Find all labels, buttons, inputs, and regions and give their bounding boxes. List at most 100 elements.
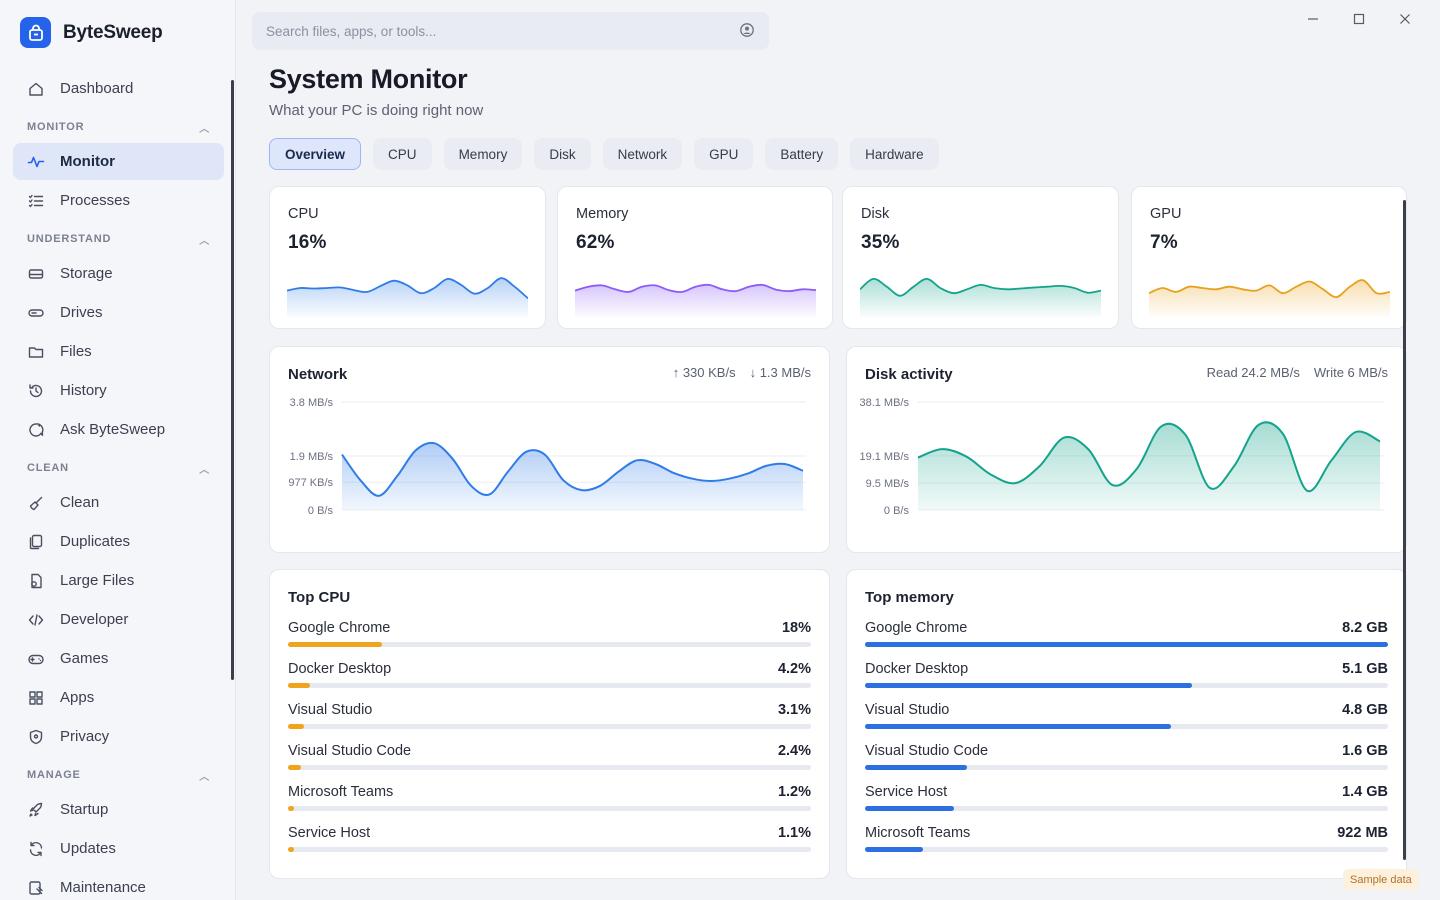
gpu-sparkline: [1149, 279, 1390, 317]
sidebar-item-label: Apps: [60, 689, 95, 706]
sidebar-item-history[interactable]: History: [13, 372, 224, 409]
process-name: Google Chrome: [288, 620, 391, 636]
nav-section-manage[interactable]: MANAGE ︿: [13, 759, 224, 791]
disk-card[interactable]: Disk 35%: [842, 186, 1119, 329]
process-name: Microsoft Teams: [865, 825, 971, 841]
process-row[interactable]: Google Chrome 18%: [288, 620, 811, 661]
nav-section-clean[interactable]: CLEAN ︿: [13, 452, 224, 484]
close-icon[interactable]: [1382, 8, 1428, 30]
shield-icon: [27, 728, 45, 746]
sidebar-item-games[interactable]: Games: [13, 640, 224, 677]
tab-hardware[interactable]: Hardware: [850, 138, 939, 170]
sidebar: ByteSweep Dashboard MONITOR ︿ Monitor Proces…: [0, 0, 236, 900]
card-label: GPU: [1150, 206, 1182, 222]
process-row[interactable]: Visual Studio 3.1%: [288, 702, 811, 743]
upload-stat: ↑ 330 KB/s: [673, 365, 736, 380]
nav-section-understand[interactable]: UNDERSTAND ︿: [13, 223, 224, 255]
sidebar-item-drives[interactable]: Drives: [13, 294, 224, 331]
process-row[interactable]: Service Host 1.1%: [288, 825, 811, 866]
process-row[interactable]: Docker Desktop 5.1 GB: [865, 661, 1388, 702]
sidebar-item-startup[interactable]: Startup: [13, 791, 224, 828]
nav-section-label: CLEAN: [27, 462, 69, 474]
chevron-up-icon[interactable]: ︿: [199, 771, 210, 783]
process-row[interactable]: Google Chrome 8.2 GB: [865, 620, 1388, 661]
usage-bar-track: [865, 806, 1388, 811]
sidebar-item-label: Maintenance: [60, 879, 146, 896]
chevron-up-icon[interactable]: ︿: [199, 464, 210, 476]
card-value: 35%: [861, 232, 900, 253]
sidebar-item-monitor[interactable]: Monitor: [13, 143, 224, 180]
minimize-icon[interactable]: [1290, 8, 1336, 30]
nav-section-label: UNDERSTAND: [27, 233, 112, 245]
search-bar[interactable]: [252, 12, 769, 50]
gpu-card[interactable]: GPU 7%: [1131, 186, 1407, 329]
process-row[interactable]: Microsoft Teams 1.2%: [288, 784, 811, 825]
tab-disk[interactable]: Disk: [534, 138, 591, 170]
top-cpu-card: Top CPU Google Chrome 18% Docker Desktop…: [269, 569, 830, 879]
process-row[interactable]: Visual Studio Code 1.6 GB: [865, 743, 1388, 784]
sidebar-item-apps[interactable]: Apps: [13, 679, 224, 716]
sparkline-area: [287, 278, 528, 317]
sidebar-scrollbar[interactable]: [231, 80, 234, 680]
sidebar-item-label: Ask ByteSweep: [60, 421, 166, 438]
sidebar-item-maintenance[interactable]: Maintenance: [13, 869, 224, 900]
nav-section-label: MONITOR: [27, 121, 85, 133]
sidebar-item-duplicates[interactable]: Duplicates: [13, 523, 224, 560]
tab-memory[interactable]: Memory: [443, 138, 523, 170]
chevron-up-icon[interactable]: ︿: [199, 235, 210, 247]
window-controls: [1290, 8, 1428, 30]
usage-bar-track: [288, 683, 811, 688]
top-cpu-title: Top CPU: [288, 589, 351, 606]
tab-gpu[interactable]: GPU: [694, 138, 754, 170]
memory-card[interactable]: Memory 62%: [557, 186, 833, 329]
sidebar-item-processes[interactable]: Processes: [13, 182, 224, 219]
sidebar-item-label: Privacy: [60, 728, 110, 745]
read-rate: Read 24.2 MB/s: [1206, 365, 1300, 380]
y-tick-label: 977 KB/s: [288, 477, 333, 489]
y-tick-label: 0 B/s: [884, 505, 910, 517]
tab-bar: Overview CPU Memory Disk Network GPU Battery Ha…: [269, 138, 939, 170]
search-input[interactable]: [266, 23, 739, 39]
sidebar-item-large-files[interactable]: Large Files: [13, 562, 224, 599]
process-row[interactable]: Microsoft Teams 922 MB: [865, 825, 1388, 866]
process-name: Docker Desktop: [288, 661, 392, 677]
cpu-card[interactable]: CPU 16%: [269, 186, 546, 329]
tab-battery[interactable]: Battery: [765, 138, 839, 170]
sidebar-item-clean[interactable]: Clean: [13, 484, 224, 521]
y-tick-label: 3.8 MB/s: [290, 397, 334, 409]
app-name: ByteSweep: [63, 21, 163, 43]
process-row[interactable]: Visual Studio Code 2.4%: [288, 743, 811, 784]
maximize-icon[interactable]: [1336, 8, 1382, 30]
sidebar-item-dashboard[interactable]: Dashboard: [13, 70, 224, 107]
sidebar-item-ask-bytesweep[interactable]: Ask ByteSweep: [13, 411, 224, 448]
process-row[interactable]: Visual Studio 4.8 GB: [865, 702, 1388, 743]
tab-network[interactable]: Network: [602, 138, 683, 170]
process-value: 18%: [781, 620, 811, 636]
usage-bar-fill: [865, 642, 1388, 647]
usage-bar-track: [865, 765, 1388, 770]
sidebar-item-developer[interactable]: Developer: [13, 601, 224, 638]
tab-cpu[interactable]: CPU: [373, 138, 432, 170]
assistant-icon[interactable]: [739, 22, 755, 41]
process-value: 1.4 GB: [1342, 784, 1388, 800]
process-name: Service Host: [865, 784, 948, 800]
main-scrollbar[interactable]: [1403, 200, 1406, 860]
disk-activity-chart: 38.1 MB/s 19.1 MB/s 9.5 MB/s 0 B/s: [859, 397, 1384, 517]
tab-overview[interactable]: Overview: [269, 138, 362, 170]
sidebar-item-updates[interactable]: Updates: [13, 830, 224, 867]
process-name: Visual Studio: [865, 702, 950, 718]
process-row[interactable]: Service Host 1.4 GB: [865, 784, 1388, 825]
sidebar-item-files[interactable]: Files: [13, 333, 224, 370]
code-icon: [27, 611, 45, 629]
nav-section-monitor[interactable]: MONITOR ︿: [13, 111, 224, 143]
process-value: 3.1%: [777, 702, 811, 718]
gamepad-icon: [27, 650, 45, 668]
sidebar-item-storage[interactable]: Storage: [13, 255, 224, 292]
brand[interactable]: ByteSweep: [20, 17, 163, 48]
disk-activity-title: Disk activity: [865, 366, 953, 383]
chevron-up-icon[interactable]: ︿: [199, 123, 210, 135]
sidebar-item-privacy[interactable]: Privacy: [13, 718, 224, 755]
sparkline-line: [1149, 279, 1390, 298]
process-row[interactable]: Docker Desktop 4.2%: [288, 661, 811, 702]
card-value: 7%: [1150, 232, 1178, 253]
